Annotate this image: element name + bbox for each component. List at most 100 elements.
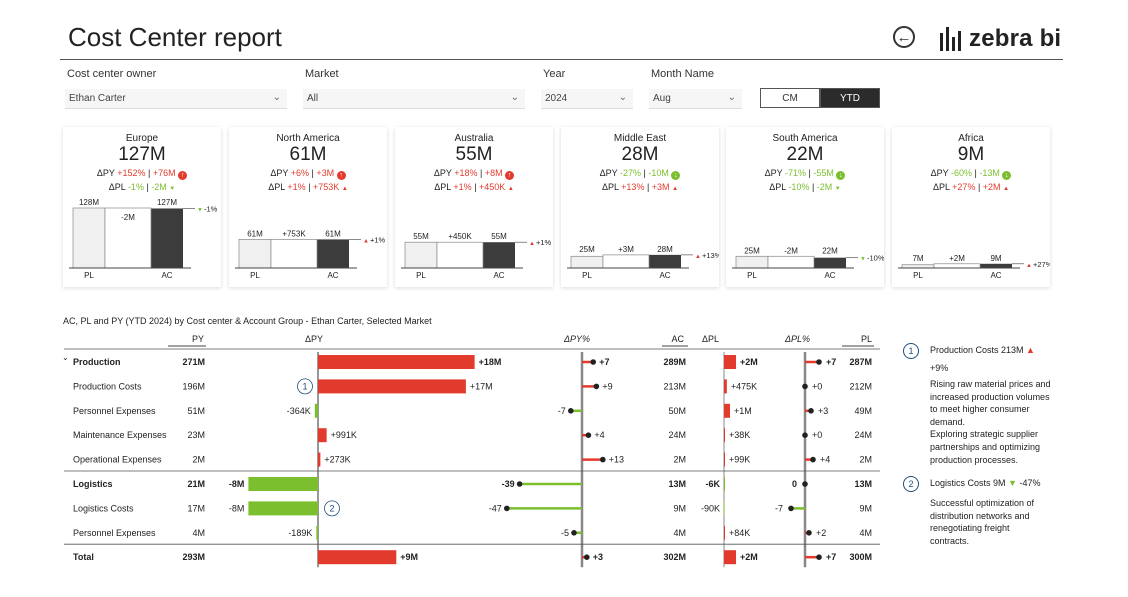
dpy-label: ΔPY	[599, 168, 620, 178]
arrow-up-circle-icon: ↑	[336, 171, 346, 180]
delta-pl-pct-label: +0	[812, 381, 822, 391]
pl-value: 9M	[859, 503, 872, 513]
delta-py-label: +991K	[331, 430, 357, 440]
separator: |	[809, 182, 817, 192]
arrow-down-circle-icon: ↓	[671, 171, 681, 180]
pl-value-label: 128M	[79, 199, 99, 207]
kpi-card-middle-east[interactable]: Middle East 28M ΔPY -27% | -10M ↓ ΔPL +13% …	[561, 127, 719, 287]
delta-py-pct-label: +9	[602, 381, 612, 391]
card-dpy-row: ΔPY -27% | -10M ↓	[561, 168, 719, 180]
variance-percent-label: +1%	[536, 238, 552, 247]
py-value: 51M	[187, 406, 205, 416]
ac-value-label: 61M	[325, 229, 341, 238]
delta-py-label: +273K	[324, 455, 350, 465]
dpl-percent: -10%	[788, 182, 810, 192]
row-label: Production	[73, 357, 121, 367]
back-arrow-icon[interactable]: ←	[893, 26, 915, 48]
dpl-label: ΔPL	[434, 182, 454, 192]
kpi-card-africa[interactable]: Africa 9M ΔPY -60% | -13M ↓ ΔPL +27% | +2M …	[892, 127, 1050, 287]
comment-text-line: demand.	[930, 416, 966, 427]
card-region-name: Europe	[125, 133, 159, 144]
delta-py-label: -364K	[287, 406, 311, 416]
pin-head	[802, 481, 808, 487]
header-delta-pl: ΔPL	[702, 334, 719, 344]
ac-bar	[317, 239, 349, 268]
separator: |	[471, 182, 480, 192]
delta-py-pct-label: +3	[593, 552, 603, 562]
dpy-absolute: -13M	[979, 168, 1003, 178]
ac-value-label: 22M	[822, 246, 838, 255]
triangle-down-icon: ▼	[834, 186, 841, 192]
delta-py-label: +18M	[479, 357, 502, 367]
variance-percent-label: +27%	[1033, 260, 1050, 269]
pl-value: 287M	[849, 357, 872, 367]
pl-value-label: 61M	[247, 229, 263, 238]
dpy-absolute: -10M	[648, 168, 672, 178]
row-label: Maintenance Expenses	[73, 430, 167, 440]
cm-toggle-button[interactable]: CM	[760, 88, 820, 108]
card-ac-value: 28M	[621, 144, 659, 165]
ac-bar	[980, 263, 1012, 268]
delta-bar	[436, 241, 484, 269]
pin-head	[600, 456, 606, 463]
delta-pl-bar	[724, 525, 725, 540]
card-dpl-row: ΔPL -1% | -2M ▼	[63, 182, 221, 192]
delta-pl-label: +84K	[729, 528, 750, 538]
separator: |	[477, 168, 485, 178]
pin-head	[808, 408, 814, 414]
card-dpl-row: ΔPL +13% | +3M ▲	[561, 182, 719, 192]
owner-value: Ethan Carter	[69, 93, 126, 104]
delta-py-bar	[248, 501, 318, 516]
pl-value-label: 7M	[912, 254, 923, 263]
year-value: 2024	[545, 93, 568, 104]
pl-value: 49M	[854, 406, 872, 416]
row-label: Production Costs	[73, 381, 142, 391]
ac-value: 289M	[663, 357, 686, 367]
header-pl: PL	[861, 334, 872, 344]
py-value: 2M	[192, 455, 205, 465]
month-dropdown[interactable]: Aug ⌄	[649, 89, 742, 109]
kpi-card-south-america[interactable]: South America 22M ΔPY -71% | -55M ↓ ΔPL -10…	[726, 127, 884, 287]
separator: |	[972, 168, 980, 178]
ac-value: 13M	[668, 479, 686, 489]
pin-head	[806, 530, 812, 536]
dpl-percent: -1%	[127, 182, 144, 192]
pl-value: 24M	[854, 430, 872, 440]
card-dpl-row: ΔPL +27% | +2M ▲	[892, 182, 1050, 192]
separator: |	[975, 182, 983, 192]
delta-py-bar	[318, 428, 327, 443]
delta-py-label: +17M	[470, 381, 493, 391]
dpy-absolute: +76M	[152, 168, 179, 178]
month-value: Aug	[653, 93, 671, 104]
kpi-card-europe[interactable]: Europe 127M ΔPY +152% | +76M ↑ ΔPL -1% | -2…	[63, 127, 221, 287]
triangle-up-icon: ▲	[363, 238, 369, 244]
comment-number-icon: 1	[903, 343, 919, 359]
kpi-card-australia[interactable]: Australia 55M ΔPY +18% | +8M ↑ ΔPL +1% | +4…	[395, 127, 553, 287]
delta-py-pct-label: -7	[558, 406, 566, 416]
dpl-percent: +1%	[453, 182, 472, 192]
year-dropdown[interactable]: 2024 ⌄	[541, 89, 633, 109]
kpi-card-north-america[interactable]: North America 61M ΔPY +6% | +3M ↑ ΔPL +1% |…	[229, 127, 387, 287]
row-label: Personnel Expenses	[73, 528, 156, 538]
card-waterfall-chart: 61M +753K 61M ▲ +1% PL AC	[235, 229, 386, 280]
dpy-label: ΔPY	[433, 168, 455, 178]
comment-text-line: Rising raw material prices and	[930, 379, 1051, 389]
x-axis-label-pl: PL	[84, 271, 94, 280]
comment-title-text: Logistics Costs 9M	[930, 478, 1009, 488]
ytd-toggle-button[interactable]: YTD	[820, 88, 880, 108]
delta-value-label: +753K	[282, 229, 306, 238]
row-label: Operational Expenses	[73, 455, 162, 465]
comment-text-line: Exploring strategic supplier	[930, 429, 1039, 440]
separator: |	[641, 168, 649, 178]
comment-marker-icon[interactable]	[297, 378, 313, 395]
pin-head	[816, 554, 822, 560]
pl-value: 212M	[849, 381, 872, 391]
comment-marker-icon[interactable]	[324, 500, 340, 517]
x-axis-label-ac: AC	[990, 271, 1001, 280]
pl-value: 4M	[859, 528, 872, 538]
delta-pl-pct-label: +4	[820, 455, 830, 465]
owner-dropdown[interactable]: Ethan Carter ⌄	[65, 89, 287, 109]
market-dropdown[interactable]: All ⌄	[303, 89, 525, 109]
x-axis-label-ac: AC	[659, 271, 670, 280]
delta-value-label: -2M	[121, 213, 135, 222]
